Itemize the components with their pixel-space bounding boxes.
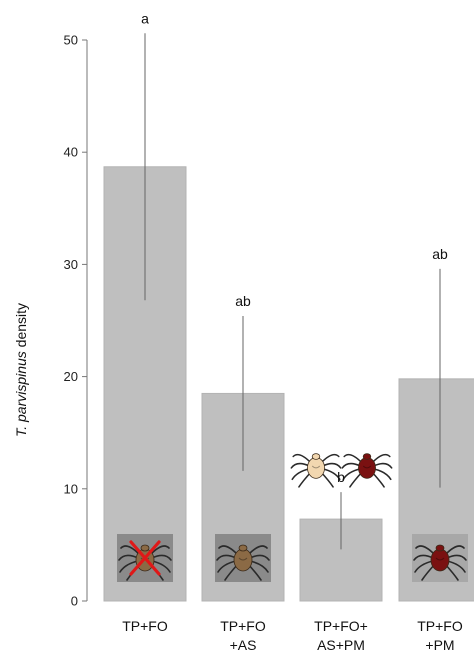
mite-head [362, 453, 372, 460]
mite-leg [150, 545, 170, 555]
significance-label: ab [235, 293, 251, 309]
mite-leg [321, 462, 342, 469]
significance-label: ab [432, 246, 448, 262]
red-mite-icon [412, 534, 468, 582]
y-tick-label: 10 [64, 481, 78, 496]
category-label: TP+FO [122, 618, 168, 634]
category-label: TP+FO+ AS+PM [314, 618, 368, 653]
predatory-mite-icon-crossed [117, 534, 173, 582]
y-tick-label: 20 [64, 369, 78, 384]
category-label-line: TP+FO [122, 618, 168, 634]
mite-leg [320, 453, 340, 463]
significance-label: b [337, 469, 345, 485]
mite-leg [290, 462, 311, 469]
mite-leg [218, 545, 238, 555]
labels: a TP+FO ab TP+FO +AS b TP+FO+ AS+PM ab TP+FO +PM [122, 10, 463, 653]
mite-leg [371, 453, 391, 463]
mite-head [238, 544, 248, 552]
y-tick-label: 30 [64, 257, 78, 272]
mite-leg [341, 462, 362, 469]
cross-line-icon [129, 540, 161, 576]
y-axis-label: T. parvispinus density [13, 303, 29, 437]
y-axis-label-rest: density [13, 303, 29, 351]
category-label-line: TP+FO [220, 618, 266, 634]
red-mite-icon [341, 453, 393, 488]
mite-leg [343, 453, 363, 463]
mite-marking [362, 465, 372, 469]
mite-marking [311, 465, 321, 469]
y-axis: 0 10 20 30 40 50 T. parvispinus density [13, 33, 88, 609]
y-tick-label: 40 [64, 145, 78, 160]
mite-marking [435, 557, 445, 561]
predatory-mite-icon [215, 534, 271, 582]
pale-mite-icon [290, 453, 342, 488]
significance-label: a [141, 10, 149, 26]
category-label-line: +AS [230, 637, 257, 653]
category-label-line: TP+FO [417, 618, 463, 634]
category-label-line: AS+PM [317, 637, 365, 653]
mite-head [435, 544, 445, 552]
category-label-line: +PM [425, 637, 454, 653]
mite-leg [292, 453, 312, 463]
mite-icons [117, 453, 468, 582]
mite-head [311, 453, 321, 460]
y-tick-label: 0 [71, 594, 78, 609]
error-bars [144, 33, 441, 550]
mite-marking [238, 557, 248, 561]
mite-leg [445, 545, 465, 555]
category-label: TP+FO +PM [417, 618, 463, 653]
y-axis-label-italic: T. parvispinus [13, 351, 29, 437]
category-label: TP+FO +AS [220, 618, 266, 653]
mite-head [140, 544, 150, 552]
mite-leg [372, 462, 393, 469]
mite-leg [248, 545, 268, 555]
category-label-line: TP+FO+ [314, 618, 368, 634]
mite-leg [415, 545, 435, 555]
mite-leg [120, 545, 140, 555]
y-tick-label: 50 [64, 33, 78, 48]
